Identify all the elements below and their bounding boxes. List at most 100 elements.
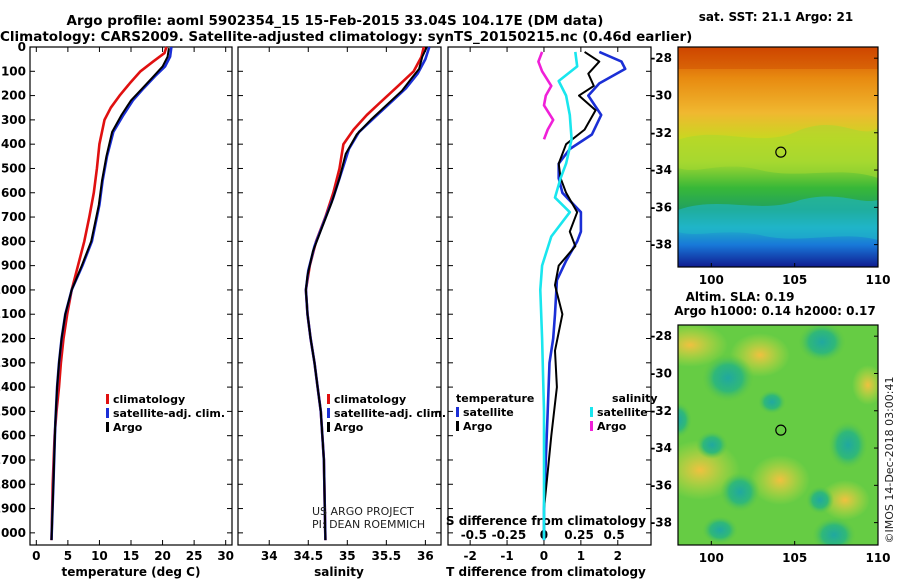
x-tick-label: 36 bbox=[417, 549, 434, 563]
chart-title-line2: Climatology: CARS2009. Satellite-adjuste… bbox=[0, 29, 693, 45]
legend-salinity-satellite: satellite-adj. clim. bbox=[334, 407, 446, 420]
legend-s-argo: Argo bbox=[597, 420, 627, 433]
legend-salinity-argo-swatch bbox=[327, 422, 330, 432]
sla-low-anomaly bbox=[720, 472, 760, 512]
difference-line-S-Argo bbox=[537, 51, 555, 140]
sla-map-argo-heights: Argo h1000: 0.14 h2000: 0.17 bbox=[674, 304, 875, 318]
x-tick-label: 5 bbox=[64, 549, 72, 563]
sst-map-frame bbox=[677, 46, 879, 268]
sst-map-argo-marker bbox=[775, 146, 787, 158]
sla-map-lat-label: -32 bbox=[650, 404, 672, 418]
sla-map-frame bbox=[677, 324, 879, 546]
x-tick-label: 35.5 bbox=[372, 549, 402, 563]
x-tick-label: 0 bbox=[540, 549, 548, 563]
legend-temperature-satellite: satellite-adj. clim. bbox=[113, 407, 225, 420]
y-tick-label: 800 bbox=[1, 234, 26, 248]
sst-cold-band bbox=[678, 196, 878, 240]
x2-tick-label: -0.25 bbox=[492, 528, 527, 542]
chart-title-line1: Argo profile: aoml 5902354_15 15-Feb-201… bbox=[66, 13, 604, 29]
temperature-line-climatology bbox=[50, 46, 168, 541]
plot-frame-difference bbox=[447, 46, 652, 546]
y-tick-label: 1600 bbox=[0, 429, 26, 443]
x-tick-label: 0 bbox=[32, 549, 40, 563]
x-tick-label: -1 bbox=[500, 549, 513, 563]
imos-credit: ©IMOS 14-Dec-2018 03:00:41 bbox=[883, 377, 896, 544]
sst-map-lat-label: -28 bbox=[650, 51, 672, 65]
sla-map-lat-label: -30 bbox=[650, 366, 672, 380]
sla-low-anomaly bbox=[806, 486, 834, 514]
temperature-line-satellite-adj-clim- bbox=[50, 46, 173, 541]
plot-frame-temperature bbox=[29, 46, 233, 546]
legend-t-satellite: satellite bbox=[463, 406, 514, 419]
sst-warm-top bbox=[678, 47, 878, 69]
legend-salinity-argo: Argo bbox=[334, 421, 364, 434]
legend-t-satellite-swatch bbox=[456, 407, 459, 417]
legend-salinity-climatology-swatch bbox=[327, 394, 330, 404]
x-axis-label-s-difference: S difference from climatology bbox=[446, 514, 646, 528]
x-tick-label: -2 bbox=[463, 549, 476, 563]
x-tick-label: 30 bbox=[217, 549, 234, 563]
sla-low-anomaly bbox=[758, 390, 786, 414]
y-tick-label: 1500 bbox=[0, 404, 26, 418]
x-tick-label: 20 bbox=[154, 549, 171, 563]
difference-line-T-Argo bbox=[543, 51, 601, 541]
legend-salinity-satellite-swatch bbox=[327, 408, 330, 418]
legend-t-heading: temperature bbox=[456, 392, 534, 405]
sla-map-lat-label: -34 bbox=[650, 441, 672, 455]
sla-low-anomaly bbox=[812, 517, 856, 545]
sst-map-title: sat. SST: 21.1 Argo: 21 bbox=[699, 10, 853, 24]
x-tick-label: 15 bbox=[123, 549, 140, 563]
sla-low-anomaly bbox=[798, 325, 846, 362]
legend-temperature-climatology: climatology bbox=[113, 393, 185, 406]
y-tick-label: 1700 bbox=[0, 453, 26, 467]
y-tick-label: 0 bbox=[18, 40, 26, 54]
salinity-line-Argo bbox=[304, 46, 428, 541]
y-tick-label: 1900 bbox=[0, 502, 26, 516]
annotation-pi: PI: DEAN ROEMMICH bbox=[312, 518, 425, 531]
sst-map-lon-label: 110 bbox=[865, 273, 890, 287]
x-axis-label-temperature: temperature (deg C) bbox=[62, 565, 201, 579]
sla-map-lat-label: -28 bbox=[650, 329, 672, 343]
sla-low-anomaly bbox=[702, 516, 738, 544]
difference-line-S-satellite bbox=[538, 51, 579, 541]
y-tick-label: 1200 bbox=[0, 332, 26, 346]
y-tick-label: 500 bbox=[1, 161, 26, 175]
legend-temperature-satellite-swatch bbox=[106, 408, 109, 418]
sla-map-title: Altim. SLA: 0.19 bbox=[686, 290, 795, 304]
sla-map-image bbox=[678, 325, 878, 545]
y-tick-label: 1800 bbox=[0, 477, 26, 491]
sla-map-lon-label: 110 bbox=[865, 551, 890, 565]
y-tick-label: 1400 bbox=[0, 380, 26, 394]
legend-temperature-climatology-swatch bbox=[106, 394, 109, 404]
sla-low-anomaly bbox=[678, 402, 692, 438]
legend-t-argo: Argo bbox=[463, 420, 493, 433]
x-tick-label: 35 bbox=[339, 549, 356, 563]
x2-tick-label: 0.25 bbox=[564, 528, 594, 542]
annotation-project: US ARGO PROJECT bbox=[312, 505, 414, 518]
sla-low-anomaly bbox=[702, 354, 754, 402]
y-tick-label: 1000 bbox=[0, 283, 26, 297]
y-tick-label: 400 bbox=[1, 137, 26, 151]
sst-map-lat-label: -36 bbox=[650, 200, 672, 214]
sst-map-lat-label: -38 bbox=[650, 238, 672, 252]
legend-s-heading: salinity bbox=[612, 392, 658, 405]
y-tick-label: 2000 bbox=[0, 526, 26, 540]
sst-map-image bbox=[678, 47, 878, 267]
x-axis-label-salinity: salinity bbox=[314, 565, 364, 579]
sst-front bbox=[678, 125, 878, 178]
x2-tick-label: -0.5 bbox=[461, 528, 487, 542]
sst-map-lat-label: -32 bbox=[650, 126, 672, 140]
x2-tick-label: 0.5 bbox=[603, 528, 624, 542]
legend-temperature-argo-swatch bbox=[106, 422, 109, 432]
legend-s-satellite: satellite bbox=[597, 406, 648, 419]
sst-map-lon-label: 105 bbox=[782, 273, 807, 287]
x-tick-label: 1 bbox=[577, 549, 585, 563]
difference-line-T-satellite bbox=[542, 50, 627, 541]
sst-map-lon-label: 100 bbox=[699, 273, 724, 287]
sst-map-lat-label: -30 bbox=[650, 88, 672, 102]
legend-s-argo-swatch bbox=[590, 421, 593, 431]
sla-low-anomaly bbox=[828, 421, 868, 469]
sst-map-lat-label: -34 bbox=[650, 163, 672, 177]
legend-s-satellite-swatch bbox=[590, 407, 593, 417]
